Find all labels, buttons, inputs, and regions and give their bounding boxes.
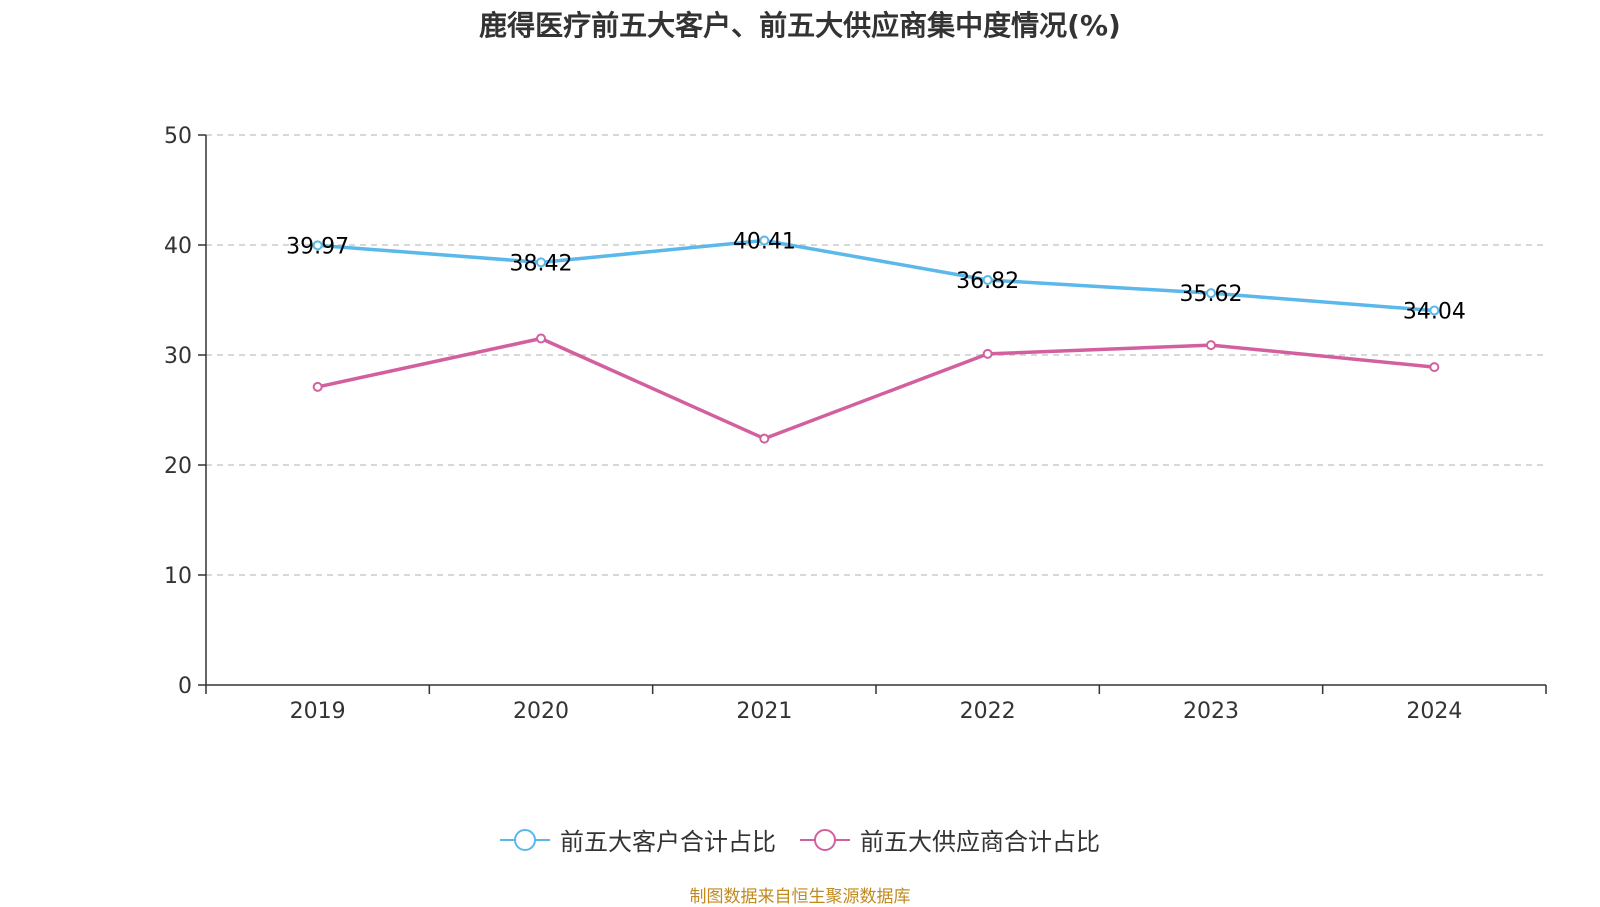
data-point bbox=[982, 274, 993, 285]
x-tick-label: 2022 bbox=[960, 699, 1016, 724]
series-line-1 bbox=[317, 336, 1435, 441]
data-point bbox=[312, 381, 323, 392]
legend-item-customers[interactable]: 前五大客户合计占比 bbox=[500, 822, 776, 857]
data-labels: 39.97 38.42 40.41 36.82 35.62 34.04 bbox=[286, 229, 1466, 324]
data-label: 34.04 bbox=[1403, 300, 1466, 325]
data-point bbox=[982, 348, 993, 359]
data-label: 35.62 bbox=[1180, 282, 1243, 307]
data-point bbox=[1206, 340, 1216, 351]
series-lines bbox=[312, 235, 1440, 444]
data-point bbox=[536, 333, 546, 344]
x-tick-label: 2020 bbox=[513, 699, 569, 724]
y-tick-label: 50 bbox=[164, 124, 192, 149]
legend-label: 前五大客户合计占比 bbox=[560, 828, 776, 856]
x-tick-label: 2021 bbox=[736, 699, 792, 724]
y-tick-label: 30 bbox=[164, 344, 192, 369]
data-label: 39.97 bbox=[286, 234, 349, 259]
source-note: 制图数据来自恒生聚源数据库 bbox=[689, 887, 911, 907]
legend-line-marker-icon bbox=[500, 828, 550, 852]
y-tick-label: 10 bbox=[164, 564, 192, 589]
data-label: 36.82 bbox=[956, 269, 1019, 294]
legend: 前五大客户合计占比 前五大供应商合计占比 bbox=[0, 822, 1600, 857]
x-tick-label: 2023 bbox=[1183, 699, 1239, 724]
grid-lines bbox=[206, 134, 1546, 576]
data-point bbox=[759, 433, 770, 444]
axes: 0 10 20 30 40 50 2019 2020 2021 2022 2023 2024 bbox=[164, 124, 1547, 724]
data-point bbox=[1429, 305, 1440, 316]
legend-line-marker-icon bbox=[800, 828, 850, 852]
y-tick-label: 40 bbox=[164, 234, 192, 259]
chart-title: 鹿得医疗前五大客户、前五大供应商集中度情况(%) bbox=[479, 9, 1121, 42]
y-tick-label: 0 bbox=[178, 674, 192, 699]
data-point bbox=[1429, 362, 1440, 373]
legend-item-suppliers[interactable]: 前五大供应商合计占比 bbox=[800, 822, 1100, 857]
data-point bbox=[759, 235, 770, 246]
x-tick-label: 2024 bbox=[1406, 699, 1462, 724]
data-point bbox=[536, 257, 546, 268]
data-label: 40.41 bbox=[733, 229, 796, 254]
data-label: 38.42 bbox=[510, 251, 573, 276]
data-point bbox=[312, 240, 323, 251]
y-tick-label: 20 bbox=[164, 454, 192, 479]
legend-label: 前五大供应商合计占比 bbox=[860, 828, 1100, 856]
x-tick-label: 2019 bbox=[290, 699, 346, 724]
data-point bbox=[1206, 288, 1216, 299]
series-line-0 bbox=[317, 238, 1435, 313]
